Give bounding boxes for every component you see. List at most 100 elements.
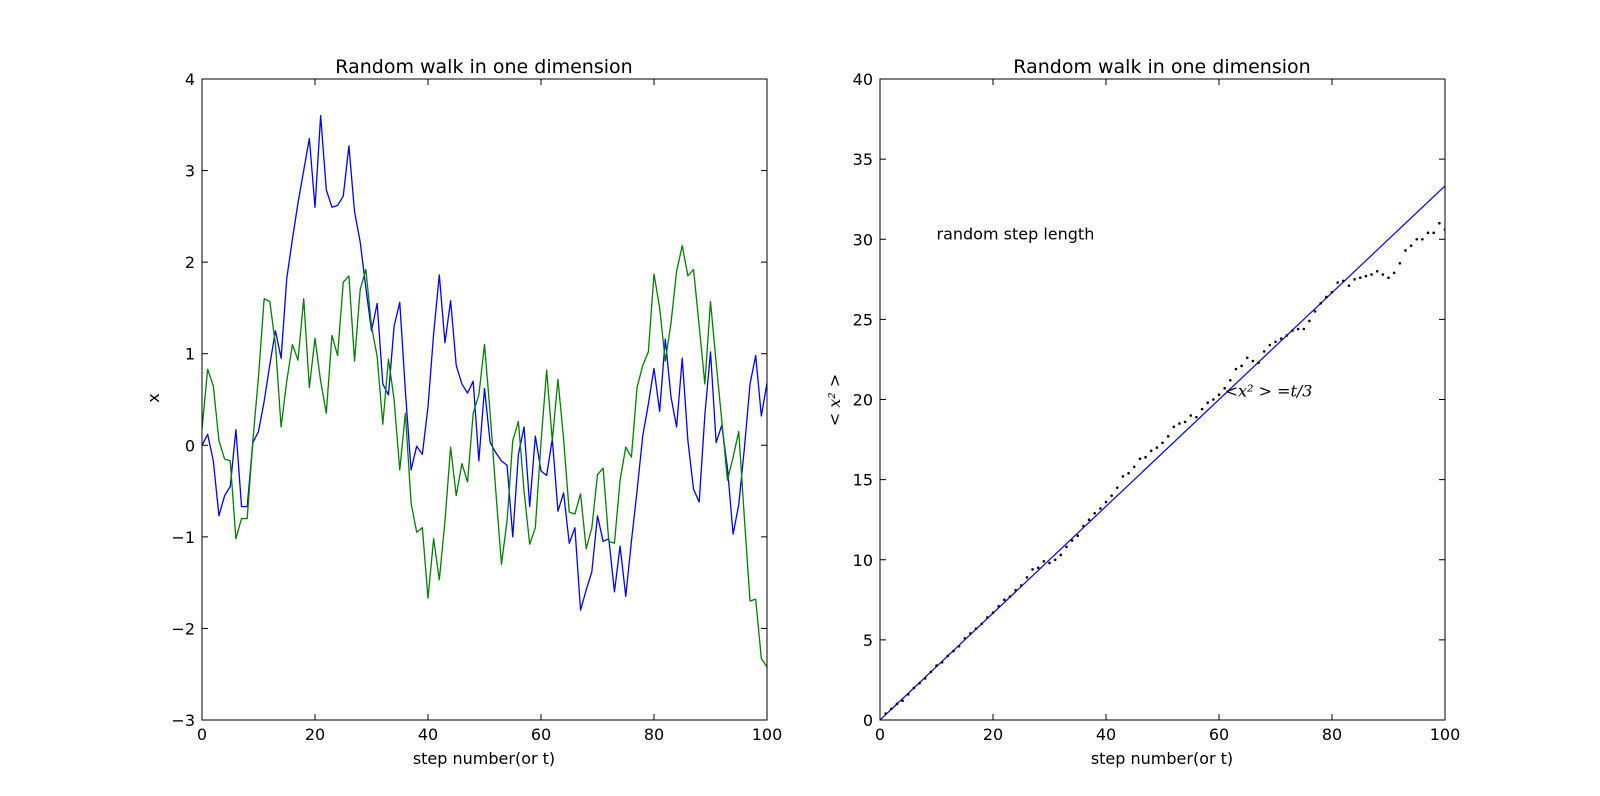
right-chart-xtick-label: 80 [1322,725,1342,744]
right-chart-xtick-label: 40 [1096,725,1116,744]
data-point [918,681,921,685]
data-point [1025,576,1029,579]
left-chart-series [202,114,767,668]
data-point [1223,386,1226,390]
data-point [1036,566,1040,570]
right-chart-xtick-label: 100 [1430,725,1461,744]
data-point [1257,361,1260,364]
data-point [1138,457,1142,461]
left-chart-xtick-label: 60 [531,725,551,744]
data-point [1432,231,1435,235]
data-point [952,649,955,653]
data-point [1302,327,1306,331]
left-chart-ticks: 0 20 40 60 80 100 −3 −2 −1 0 1 2 3 4 [171,70,782,744]
data-point [1195,415,1198,419]
data-point [1155,446,1159,449]
data-point [1370,273,1373,276]
left-chart-ytick-label: 2 [185,253,195,272]
data-point [1296,327,1300,331]
data-point [1285,334,1289,337]
right-chart-ytick-label: 0 [863,711,873,730]
series-line-2 [202,245,767,668]
right-chart-plot-area [880,185,1445,720]
left-chart-ytick-label: 0 [185,436,195,455]
left-chart-xlabel: step number(or t) [413,749,555,768]
data-point [1364,274,1368,278]
data-point [969,632,972,635]
right-chart-xlabel: step number(or t) [1091,749,1233,768]
data-point [1059,553,1063,557]
data-point [1415,237,1419,241]
data-point [890,707,893,711]
data-point [929,670,933,674]
data-point [1104,500,1108,504]
data-point [997,604,1000,608]
data-point [986,616,989,619]
right-chart-title: Random walk in one dimension [1013,56,1310,78]
data-point [1358,276,1362,280]
right-chart-ylabel: < x² > [825,374,844,426]
data-point [906,693,910,696]
left-chart-xtick-label: 100 [752,725,783,744]
data-point [1426,231,1430,235]
right-chart-ytick-label: 20 [853,391,873,410]
data-point [957,644,961,648]
data-point [935,664,938,667]
left-chart-xtick-label: 80 [644,725,664,744]
left-chart-xtick-label: 40 [418,725,438,744]
right-chart-frame [879,78,1446,721]
right-chart-ticks: 0 20 40 60 80 100 0 5 10 15 20 25 30 35 40 [853,70,1461,744]
data-point [1336,281,1339,284]
data-point [1008,595,1012,598]
right-chart-xtick-label: 60 [1209,725,1229,744]
data-point [940,661,944,664]
data-point [1387,276,1390,280]
data-point [1200,407,1204,411]
data-point [1127,471,1130,475]
left-chart-ytick-label: 1 [185,345,195,364]
left-chart-ytick-label: −2 [171,619,195,638]
data-point [1014,588,1017,592]
left-chart-plot-area [202,114,767,668]
data-point [1149,449,1153,453]
data-point [974,627,978,630]
data-point [1262,350,1266,353]
data-point [991,611,995,614]
data-point [1330,290,1334,294]
data-point [1082,524,1085,528]
right-chart-ytick-label: 40 [853,70,873,89]
data-point [1381,273,1385,276]
data-point [1161,441,1164,445]
right-chart-xtick-label: 0 [875,725,885,744]
right-chart-ytick-label: 5 [863,631,873,650]
left-chart-xtick-label: 0 [197,725,207,744]
annotation-fit-formula: <x² > =t/3 [1225,381,1313,400]
left-chart-ytick-label: −1 [171,528,195,547]
data-point [1212,398,1215,401]
data-point [963,636,967,640]
data-point [1342,279,1345,283]
data-point [1070,539,1074,542]
data-point [1319,302,1322,305]
data-point [1240,364,1243,368]
data-point [1042,560,1046,563]
data-point [1065,545,1068,549]
data-point [1178,422,1181,425]
left-chart-ytick-label: 4 [185,70,195,89]
data-point [1031,568,1034,571]
data-point [1347,284,1351,288]
series-line-1 [202,114,767,611]
data-point [1234,367,1238,371]
data-point [1217,393,1221,396]
data-point [1048,561,1051,565]
data-point [1421,237,1424,241]
data-point [1189,414,1193,417]
data-point [1375,270,1379,273]
data-point [946,654,950,658]
data-point [923,677,927,680]
fit-line [880,185,1445,720]
data-point [1166,435,1170,438]
data-point [1053,558,1057,562]
